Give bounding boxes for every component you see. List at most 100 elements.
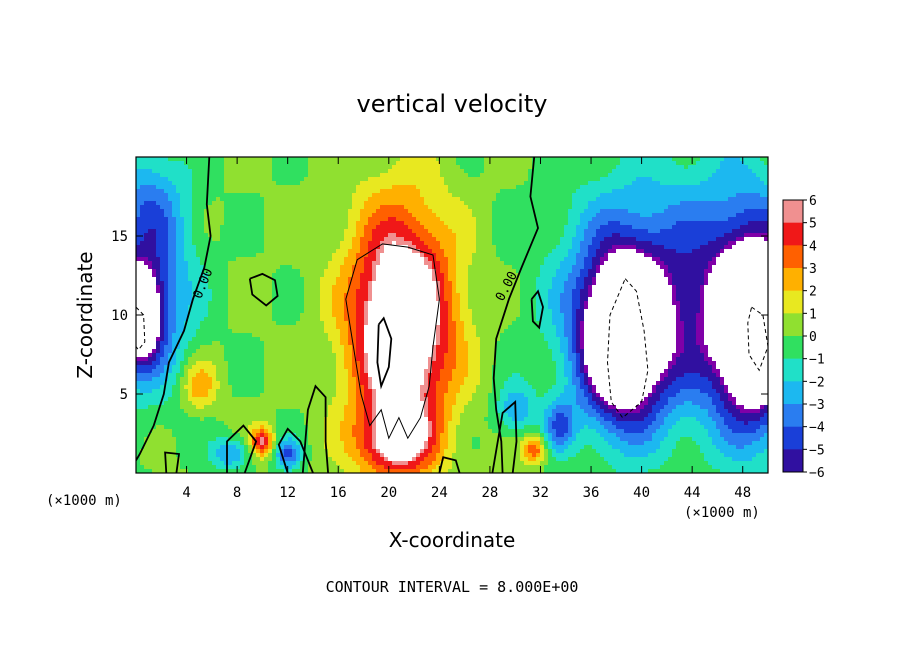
field-cell — [528, 157, 533, 162]
field-cell — [232, 273, 237, 278]
field-cell — [616, 249, 621, 254]
field-cell — [264, 157, 269, 162]
field-cell — [452, 157, 457, 162]
field-cell — [276, 241, 281, 246]
field-cell — [496, 277, 501, 282]
field-cell — [504, 269, 509, 274]
field-cell — [416, 281, 421, 286]
field-cell — [348, 213, 353, 218]
field-cell — [660, 265, 665, 270]
field-cell — [536, 253, 541, 258]
field-cell — [592, 261, 597, 266]
field-cell — [488, 181, 493, 186]
field-cell — [396, 241, 401, 246]
field-cell — [588, 209, 593, 214]
field-cell — [348, 173, 353, 178]
field-cell — [720, 269, 725, 274]
field-cell — [168, 265, 173, 270]
field-cell — [724, 185, 729, 190]
field-cell — [364, 157, 369, 162]
field-cell — [448, 157, 453, 162]
field-cell — [160, 245, 165, 250]
field-cell — [688, 225, 693, 230]
field-cell — [208, 249, 213, 254]
field-cell — [280, 277, 285, 282]
field-cell — [728, 229, 733, 234]
field-cell — [196, 265, 201, 270]
field-cell — [544, 205, 549, 210]
field-cell — [588, 213, 593, 218]
field-cell — [540, 185, 545, 190]
field-cell — [428, 217, 433, 222]
field-cell — [396, 269, 401, 274]
field-cell — [512, 193, 517, 198]
field-cell — [200, 217, 205, 222]
field-cell — [156, 209, 161, 214]
field-cell — [348, 249, 353, 254]
field-cell — [252, 185, 257, 190]
field-cell — [272, 221, 277, 226]
field-cell — [308, 201, 313, 206]
field-cell — [608, 269, 613, 274]
field-cell — [564, 157, 569, 162]
field-cell — [476, 209, 481, 214]
field-cell — [504, 221, 509, 226]
field-cell — [396, 277, 401, 282]
field-cell — [604, 217, 609, 222]
field-cell — [272, 249, 277, 254]
field-cell — [564, 265, 569, 270]
field-cell — [644, 209, 649, 214]
field-cell — [716, 193, 721, 198]
field-cell — [540, 237, 545, 242]
field-cell — [632, 193, 637, 198]
field-cell — [500, 273, 505, 278]
field-cell — [412, 181, 417, 186]
field-cell — [688, 201, 693, 206]
field-cell — [252, 221, 257, 226]
field-cell — [136, 221, 141, 226]
field-cell — [408, 161, 413, 166]
field-cell — [680, 233, 685, 238]
field-cell — [204, 241, 209, 246]
field-cell — [688, 185, 693, 190]
field-cell — [648, 157, 653, 162]
field-cell — [176, 157, 181, 162]
field-cell — [624, 181, 629, 186]
field-cell — [584, 189, 589, 194]
field-cell — [496, 233, 501, 238]
field-cell — [640, 221, 645, 226]
field-cell — [624, 245, 629, 250]
field-cell — [580, 201, 585, 206]
field-cell — [472, 269, 477, 274]
field-cell — [500, 245, 505, 250]
field-cell — [580, 181, 585, 186]
field-cell — [708, 205, 713, 210]
field-cell — [456, 233, 461, 238]
field-cell — [208, 277, 213, 282]
field-cell — [164, 233, 169, 238]
field-cell — [264, 229, 269, 234]
field-cell — [220, 205, 225, 210]
field-cell — [676, 273, 681, 278]
field-cell — [704, 201, 709, 206]
field-cell — [712, 225, 717, 230]
field-cell — [748, 237, 753, 242]
field-cell — [284, 265, 289, 270]
field-cell — [748, 193, 753, 198]
field-cell — [724, 237, 729, 242]
field-cell — [368, 265, 373, 270]
field-cell — [292, 157, 297, 162]
field-cell — [140, 273, 145, 278]
field-cell — [676, 157, 681, 162]
field-cell — [292, 225, 297, 230]
field-cell — [304, 277, 309, 282]
field-cell — [512, 169, 517, 174]
field-cell — [168, 193, 173, 198]
field-cell — [508, 229, 513, 234]
field-cell — [456, 193, 461, 198]
field-cell — [220, 197, 225, 202]
field-cell — [400, 213, 405, 218]
field-cell — [400, 269, 405, 274]
field-cell — [164, 249, 169, 254]
field-cell — [436, 193, 441, 198]
